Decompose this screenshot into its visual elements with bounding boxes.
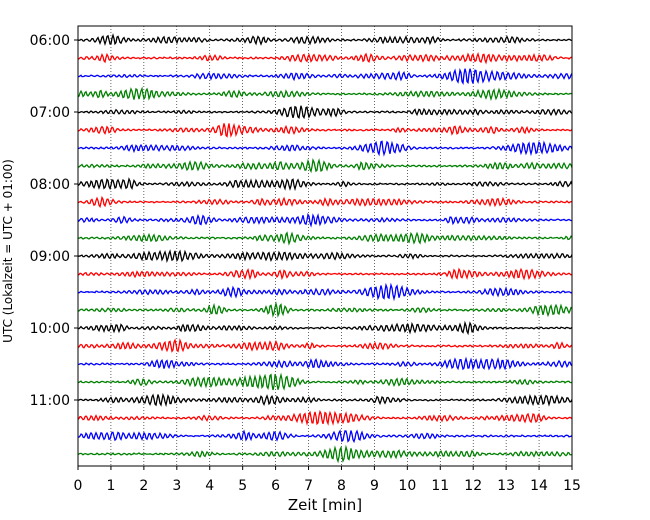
trace-line — [77, 67, 573, 85]
trace-line — [77, 301, 573, 318]
trace-line — [77, 338, 573, 353]
y-tick-label: 07:00 — [30, 105, 70, 121]
trace-line — [77, 158, 573, 174]
x-axis-ticks: 0 1 2 3 4 5 6 7 8 9 10 11 12 13 14 15 — [74, 466, 581, 494]
y-tick-label: 10:00 — [30, 321, 70, 337]
y-tick-label: 09:00 — [30, 249, 70, 265]
y-tick-label: 06:00 — [30, 33, 70, 49]
plot-frame — [77, 25, 573, 467]
trace-line — [77, 429, 573, 444]
x-tick-label: 9 — [370, 478, 379, 494]
trace-line — [77, 177, 573, 192]
x-tick-label: 10 — [398, 478, 416, 494]
x-tick-label: 0 — [74, 478, 83, 494]
trace-line — [77, 320, 573, 336]
x-axis-label: Zeit [min] — [288, 496, 362, 514]
x-tick-label: 5 — [238, 478, 247, 494]
trace-line — [77, 356, 573, 371]
vertical-gridlines — [110, 26, 540, 466]
trace-line — [77, 122, 573, 138]
trace-line — [77, 392, 573, 408]
x-tick-label: 14 — [530, 478, 548, 494]
x-tick-label: 7 — [304, 478, 313, 494]
y-tick-label: 11:00 — [30, 393, 70, 409]
trace-line — [77, 282, 573, 302]
trace-line — [77, 33, 573, 47]
trace-line — [77, 195, 573, 209]
trace-line — [77, 86, 573, 102]
trace-line — [77, 140, 573, 157]
seismic-traces — [77, 33, 573, 464]
trace-line — [77, 212, 573, 228]
y-axis-label: UTC (Lokalzeit = UTC + 01:00) — [1, 159, 15, 343]
trace-line — [77, 231, 573, 246]
x-tick-label: 8 — [337, 478, 346, 494]
trace-line — [77, 409, 573, 427]
y-axis-ticks: 06:00 07:00 08:00 09:00 10:00 11:00 — [30, 33, 78, 409]
trace-line — [77, 444, 573, 464]
x-tick-label: 3 — [172, 478, 181, 494]
x-tick-label: 15 — [563, 478, 581, 494]
x-tick-label: 11 — [431, 478, 449, 494]
trace-line — [77, 267, 573, 281]
x-tick-label: 13 — [497, 478, 515, 494]
x-tick-label: 4 — [205, 478, 214, 494]
x-tick-label: 2 — [139, 478, 148, 494]
trace-line — [77, 249, 573, 264]
x-tick-label: 12 — [464, 478, 482, 494]
y-tick-label: 08:00 — [30, 177, 70, 193]
trace-line — [78, 51, 573, 65]
trace-line — [77, 105, 573, 120]
trace-line — [77, 372, 573, 391]
x-tick-label: 6 — [271, 478, 280, 494]
x-tick-label: 1 — [106, 478, 115, 494]
